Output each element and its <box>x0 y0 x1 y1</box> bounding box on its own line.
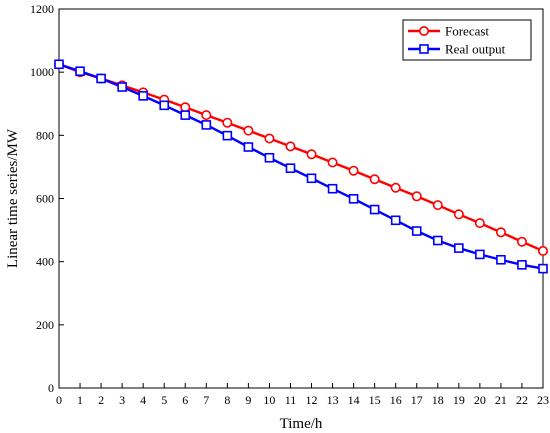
y-tick-label: 1000 <box>30 65 54 79</box>
plot-area <box>58 8 544 389</box>
data-point <box>390 182 401 193</box>
x-tick-label: 8 <box>224 393 230 407</box>
data-point <box>369 174 380 185</box>
data-point <box>180 102 191 113</box>
data-point <box>348 165 359 176</box>
plot-frame <box>58 8 544 389</box>
data-point <box>517 260 527 270</box>
x-tick-label: 16 <box>390 393 402 407</box>
data-point <box>369 204 380 215</box>
data-point <box>538 263 548 274</box>
data-point <box>264 133 275 144</box>
data-point <box>432 235 443 246</box>
y-tick-label: 200 <box>36 318 54 332</box>
axis-ticks: 0 1 2 3 4 5 6 7 8 9 10 11 12 13 14 15 16 17 18 19 20 21 22 2302… <box>30 2 549 407</box>
data-point <box>222 130 233 141</box>
legend-swatch-marker <box>418 25 429 36</box>
data-point <box>454 243 464 253</box>
data-point <box>264 152 275 163</box>
x-tick-label: 2 <box>98 393 104 407</box>
x-tick-label: 7 <box>203 393 209 407</box>
data-point <box>243 125 254 136</box>
series-group <box>53 59 548 274</box>
data-point <box>390 215 401 226</box>
series-real-output <box>54 59 548 274</box>
data-point <box>222 117 233 128</box>
x-tick-label: 23 <box>537 393 549 407</box>
x-tick-label: 17 <box>411 393 423 407</box>
x-tick-label: 5 <box>161 393 167 407</box>
data-point <box>117 82 127 92</box>
data-point <box>453 209 464 220</box>
x-tick-label: 15 <box>369 393 381 407</box>
data-point <box>180 110 191 120</box>
x-tick-label: 20 <box>474 393 486 407</box>
data-point <box>306 173 317 184</box>
x-tick-label: 11 <box>285 393 297 407</box>
legend-label: Forecast <box>445 24 489 39</box>
y-tick-label: 600 <box>36 192 54 206</box>
data-point <box>327 157 338 168</box>
data-point <box>285 163 296 173</box>
data-point <box>474 218 485 229</box>
x-tick-label: 9 <box>245 393 251 407</box>
data-point <box>243 142 254 152</box>
data-point <box>348 194 359 204</box>
legend-swatch-marker <box>419 44 429 54</box>
data-point <box>432 200 443 211</box>
y-tick-label: 800 <box>36 128 54 142</box>
y-tick-label: 400 <box>36 255 54 269</box>
data-point <box>411 226 422 236</box>
x-tick-label: 13 <box>327 393 339 407</box>
x-tick-label: 12 <box>306 393 318 407</box>
data-point <box>138 91 148 101</box>
data-point <box>327 183 338 194</box>
y-tick-label: 0 <box>48 381 54 395</box>
x-tick-label: 1 <box>77 393 83 407</box>
x-tick-label: 6 <box>182 393 188 407</box>
x-tick-label: 0 <box>56 393 62 407</box>
x-tick-label: 14 <box>348 393 360 407</box>
data-point <box>285 141 296 152</box>
legend: Forecast Real output <box>402 19 532 61</box>
data-point <box>475 249 485 260</box>
x-axis-title: Time/h <box>280 416 323 432</box>
data-point <box>306 149 317 160</box>
series-line <box>58 63 544 270</box>
x-tick-label: 21 <box>495 393 507 407</box>
legend-label: Real output <box>445 42 506 57</box>
legend-entry: Real output <box>408 42 506 57</box>
data-point <box>516 236 527 247</box>
data-point <box>201 110 212 121</box>
data-point <box>411 191 422 202</box>
y-axis-title: Linear time series/MW <box>5 128 21 268</box>
data-point <box>75 66 85 77</box>
x-tick-label: 10 <box>263 393 275 407</box>
data-point <box>537 245 548 256</box>
x-tick-label: 18 <box>432 393 444 407</box>
data-point <box>159 100 170 111</box>
x-tick-label: 4 <box>140 393 146 407</box>
legend-entry: Forecast <box>408 24 489 39</box>
data-point <box>496 254 506 265</box>
y-tick-label: 1200 <box>30 2 54 16</box>
x-tick-label: 3 <box>119 393 125 407</box>
x-tick-label: 22 <box>516 393 528 407</box>
data-point <box>96 73 106 84</box>
data-point <box>495 227 506 238</box>
data-point <box>201 120 212 130</box>
data-point <box>54 59 64 70</box>
x-tick-label: 19 <box>453 393 465 407</box>
